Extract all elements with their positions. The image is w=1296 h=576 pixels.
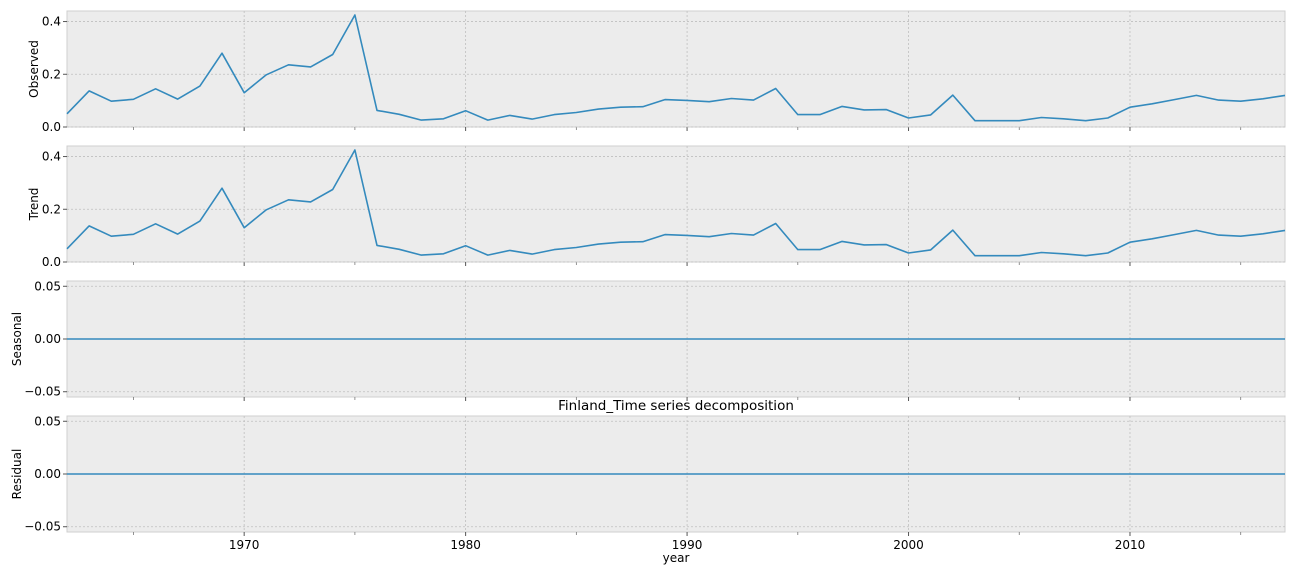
series-line-trend	[66, 149, 1286, 257]
y-tick-label: 0.2	[42, 67, 61, 81]
y-axis-label-seasonal: Seasonal	[10, 312, 24, 366]
y-tick-label: 0.4	[42, 150, 61, 164]
panel-background	[66, 10, 1286, 128]
y-tick-label: 0.00	[34, 332, 61, 346]
x-tick-label: 2010	[1115, 538, 1146, 552]
y-tick-label: −0.05	[24, 520, 61, 534]
y-tick-label: 0.0	[42, 255, 61, 269]
y-tick-label: 0.05	[34, 414, 61, 428]
y-axis-label-trend: Trend	[27, 188, 41, 222]
x-tick-label: 1970	[229, 538, 260, 552]
panel-background	[66, 145, 1286, 263]
y-axis-label-observed: Observed	[27, 40, 41, 98]
x-axis-label: year	[663, 551, 690, 565]
y-tick-label: 0.4	[42, 15, 61, 29]
series-line-observed	[66, 14, 1286, 122]
x-tick-label: 1990	[672, 538, 703, 552]
y-tick-label: 0.05	[34, 279, 61, 293]
y-tick-label: 0.00	[34, 467, 61, 481]
y-axis-label-residual: Residual	[10, 449, 24, 500]
y-tick-label: −0.05	[24, 385, 61, 399]
x-tick-label: 1980	[450, 538, 481, 552]
panel-trend: 0.0 0.2 0.4 Trend	[27, 145, 1286, 269]
x-tick-label: 2000	[893, 538, 924, 552]
y-tick-label: 0.0	[42, 120, 61, 134]
panel-residual: 1970 1980 1990 2000 2010 −0.05 0.00 0.05 Residua…	[10, 414, 1286, 552]
panel-seasonal: −0.05 0.00 0.05 Seasonal	[10, 279, 1286, 401]
chart-title: Finland_Time series decomposition	[558, 398, 794, 414]
y-tick-label: 0.2	[42, 202, 61, 216]
